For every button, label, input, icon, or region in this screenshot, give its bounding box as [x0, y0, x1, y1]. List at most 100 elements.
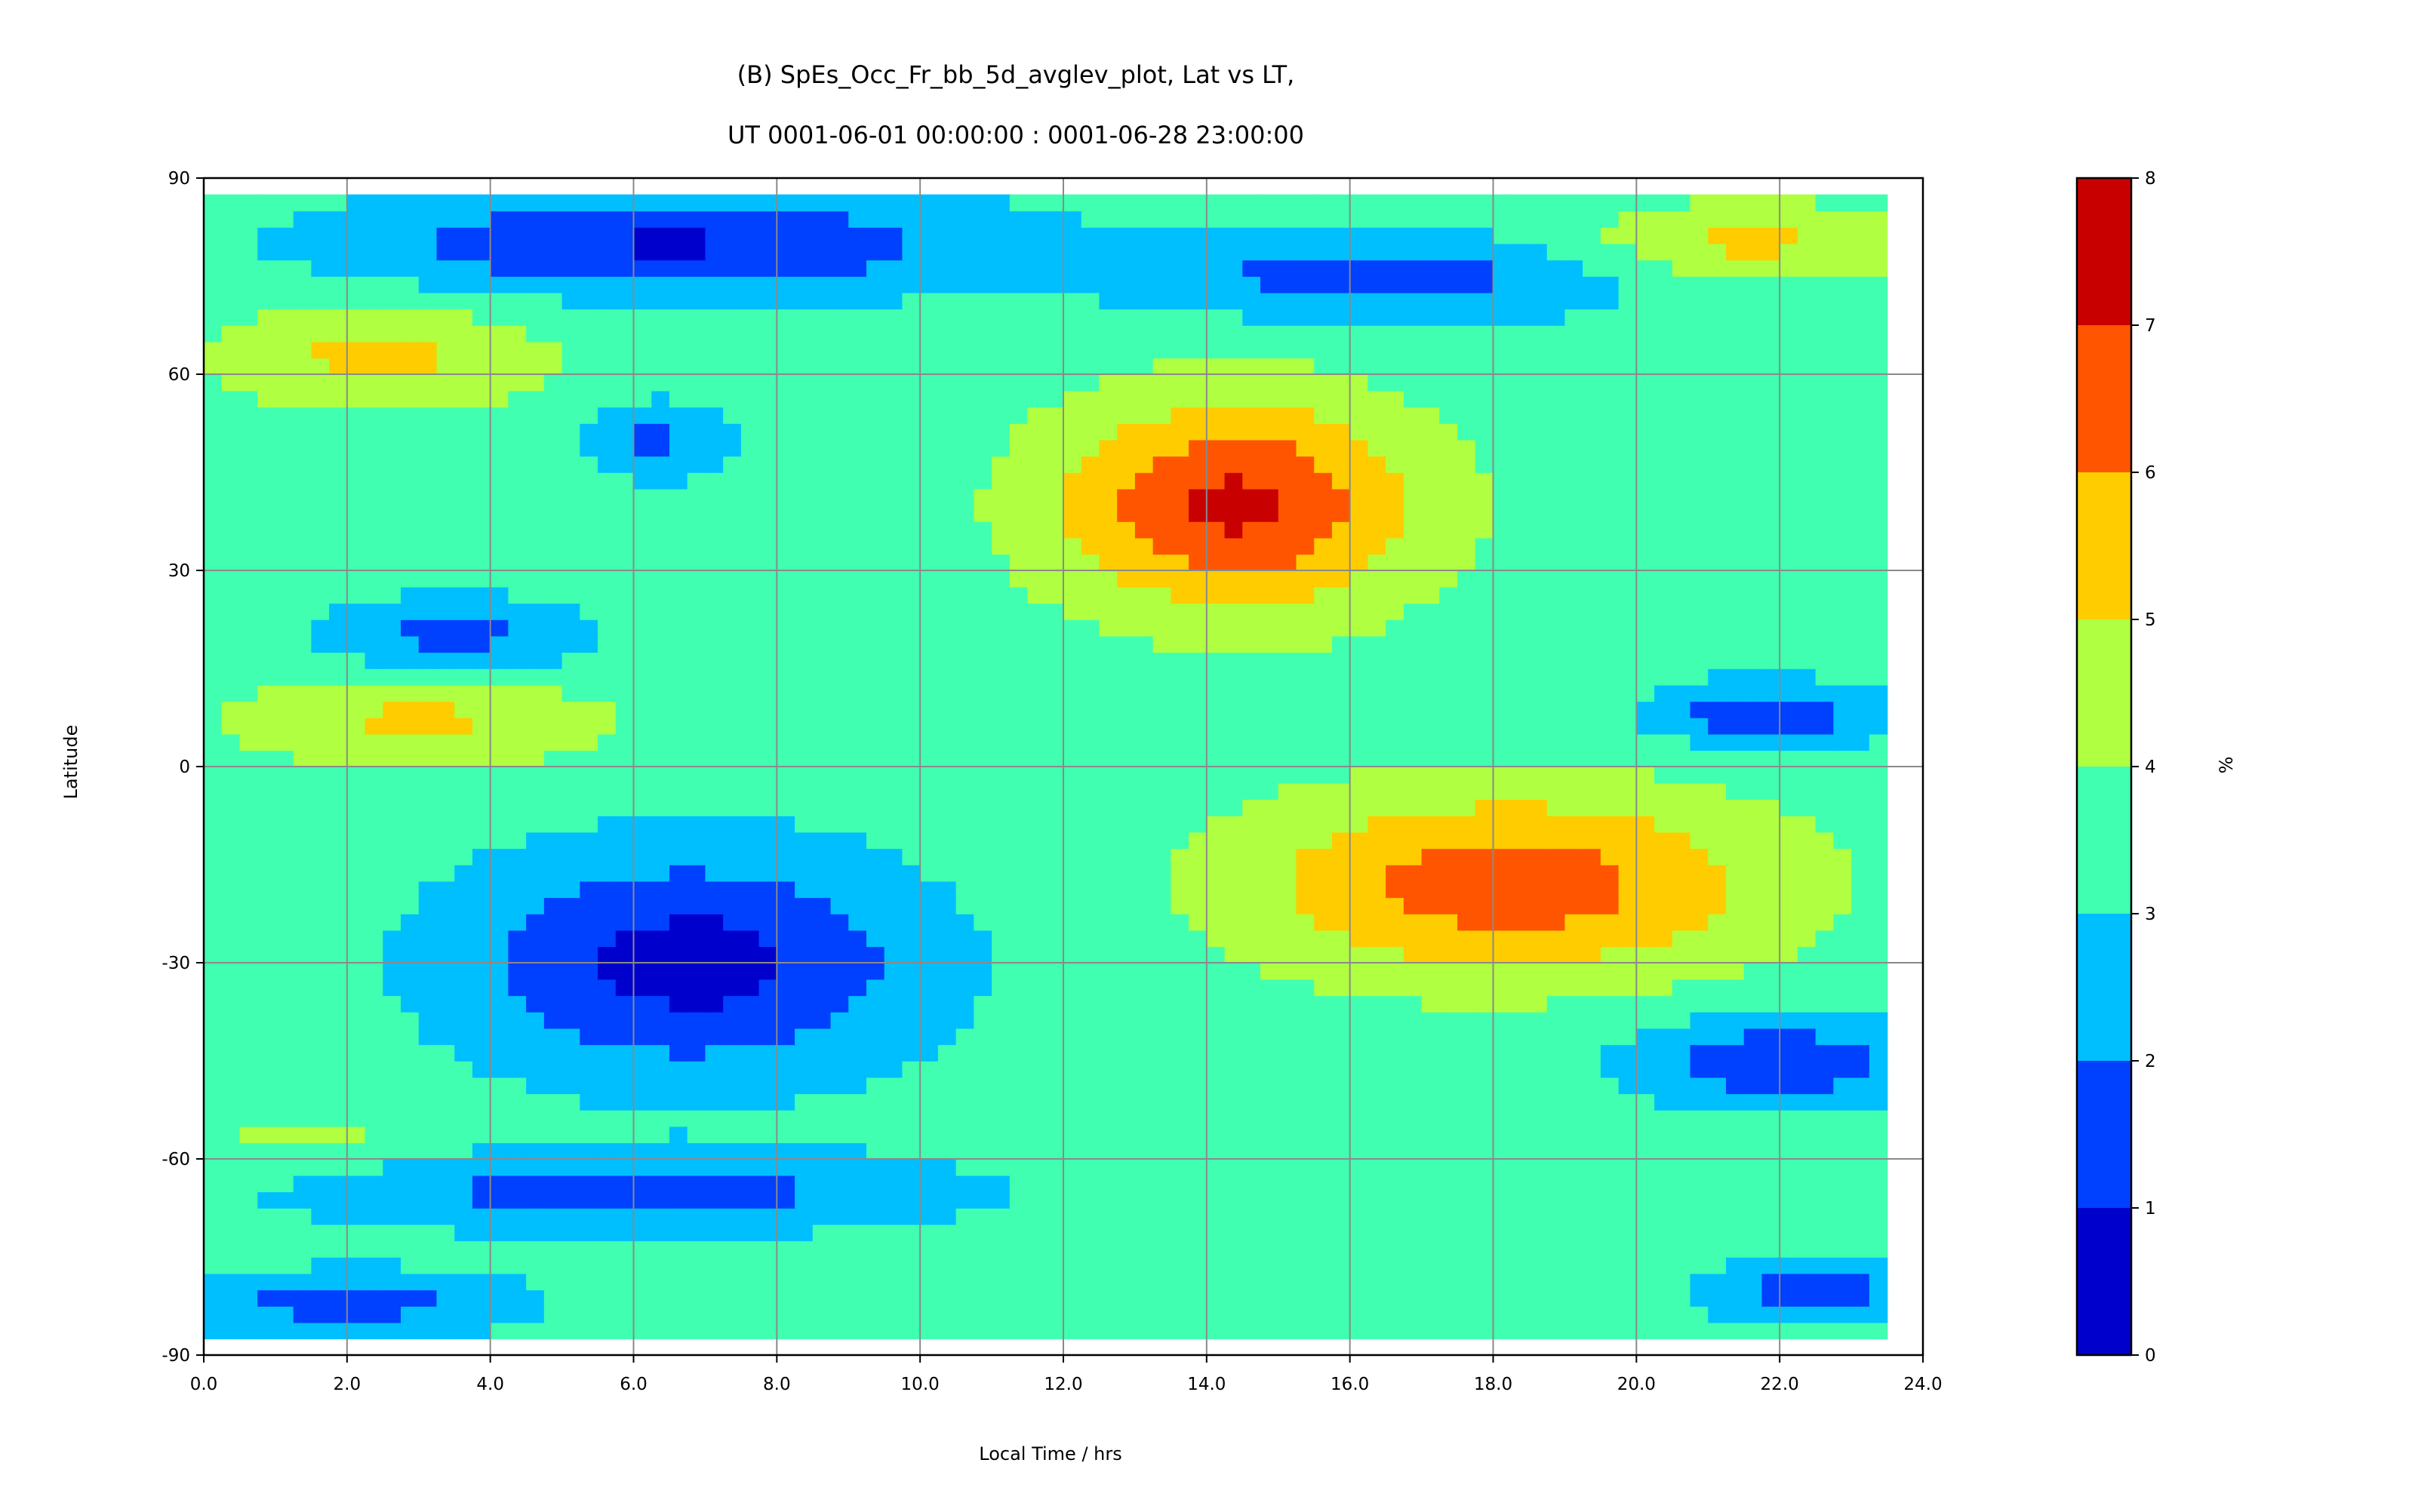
contour-cell: [204, 718, 223, 735]
contour-cell: [293, 880, 312, 899]
contour-cell: [955, 750, 975, 767]
contour-cell: [1421, 603, 1441, 620]
contour-cell: [920, 586, 939, 604]
contour-cell: [1206, 995, 1226, 1013]
contour-cell: [1851, 472, 1870, 490]
contour-cell: [1260, 782, 1279, 801]
contour-cell: [669, 1044, 688, 1062]
contour-cell: [1654, 782, 1673, 801]
contour-cell: [723, 603, 742, 620]
contour-cell: [1260, 635, 1279, 653]
contour-cell: [543, 1093, 563, 1111]
contour-cell: [974, 979, 992, 997]
contour-cell: [633, 1224, 653, 1242]
contour-cell: [1815, 1028, 1835, 1046]
contour-cell: [740, 963, 760, 980]
contour-cell: [633, 1159, 653, 1176]
contour-cell: [1475, 767, 1494, 784]
contour-cell: [758, 865, 778, 882]
contour-cell: [974, 750, 992, 767]
contour-cell: [992, 963, 1011, 980]
contour-cell: [1797, 635, 1817, 653]
contour-cell: [1331, 930, 1351, 948]
contour-cell: [1439, 521, 1458, 539]
contour-cell: [1367, 1159, 1386, 1176]
contour-cell: [508, 963, 527, 980]
contour-cell: [1081, 1044, 1100, 1062]
contour-cell: [436, 880, 456, 899]
contour-cell: [1296, 930, 1315, 948]
contour-cell: [1152, 1110, 1172, 1127]
contour-cell: [920, 603, 939, 620]
contour-cell: [1331, 767, 1351, 784]
contour-cell: [1099, 1273, 1118, 1291]
contour-cell: [436, 979, 456, 997]
contour-cell: [543, 570, 563, 588]
contour-cell: [1546, 733, 1566, 751]
contour-cell: [723, 684, 742, 702]
contour-cell: [992, 1273, 1011, 1291]
contour-cell: [239, 963, 258, 980]
contour-cell: [884, 880, 903, 899]
contour-cell: [1421, 880, 1441, 899]
contour-cell: [1797, 488, 1817, 506]
contour-cell: [346, 995, 366, 1013]
contour-cell: [1761, 733, 1780, 751]
contour-cell: [1636, 505, 1655, 522]
contour-cell: [1600, 750, 1620, 767]
contour-cell: [1815, 718, 1835, 735]
contour-cell: [687, 1093, 706, 1111]
contour-cell: [1780, 554, 1798, 571]
contour-cell: [1386, 1126, 1404, 1144]
contour-cell: [651, 1208, 670, 1225]
contour-cell: [1045, 1208, 1064, 1225]
contour-cell: [1206, 1077, 1226, 1095]
contour-cell: [1833, 750, 1852, 767]
contour-cell: [346, 505, 366, 522]
contour-cell: [221, 1306, 241, 1323]
contour-cell: [508, 767, 527, 784]
contour-cell: [1242, 1077, 1261, 1095]
contour-cell: [1797, 799, 1817, 816]
contour-cell: [1743, 782, 1763, 801]
contour-cell: [561, 1289, 581, 1307]
contour-cell: [974, 897, 992, 914]
contour-cell: [758, 914, 778, 931]
contour-cell: [490, 1044, 509, 1062]
contour-cell: [365, 1289, 384, 1307]
contour-cell: [508, 1175, 527, 1193]
contour-cell: [1475, 733, 1494, 751]
contour-cell: [902, 995, 921, 1013]
contour-cell: [669, 1077, 688, 1095]
contour-cell: [1081, 718, 1100, 735]
contour-cell: [472, 1044, 491, 1062]
contour-cell: [1475, 1224, 1494, 1242]
contour-cell: [490, 767, 509, 784]
contour-cell: [615, 1044, 635, 1062]
contour-cell: [1117, 1208, 1136, 1225]
contour-cell: [1725, 1306, 1745, 1323]
contour-cell: [920, 799, 939, 816]
contour-cell: [740, 750, 760, 767]
contour-cell: [1815, 865, 1835, 882]
contour-cell: [598, 733, 617, 751]
contour-cell: [1278, 603, 1297, 620]
contour-cell: [651, 767, 670, 784]
contour-cell: [1851, 930, 1870, 948]
contour-cell: [1457, 865, 1476, 882]
contour-cell: [561, 1273, 581, 1291]
contour-cell: [937, 865, 957, 882]
contour-cell: [543, 1306, 563, 1323]
contour-cell: [543, 1110, 563, 1127]
contour-cell: [1564, 652, 1583, 669]
contour-cell: [902, 914, 921, 931]
contour-cell: [795, 1208, 814, 1225]
contour-cell: [490, 619, 509, 637]
contour-cell: [1189, 1191, 1208, 1209]
contour-cell: [204, 1306, 223, 1323]
contour-cell: [1314, 554, 1333, 571]
contour-cell: [848, 979, 867, 997]
contour-cell: [1780, 1044, 1798, 1062]
contour-cell: [1672, 1093, 1691, 1111]
contour-cell: [777, 488, 795, 506]
